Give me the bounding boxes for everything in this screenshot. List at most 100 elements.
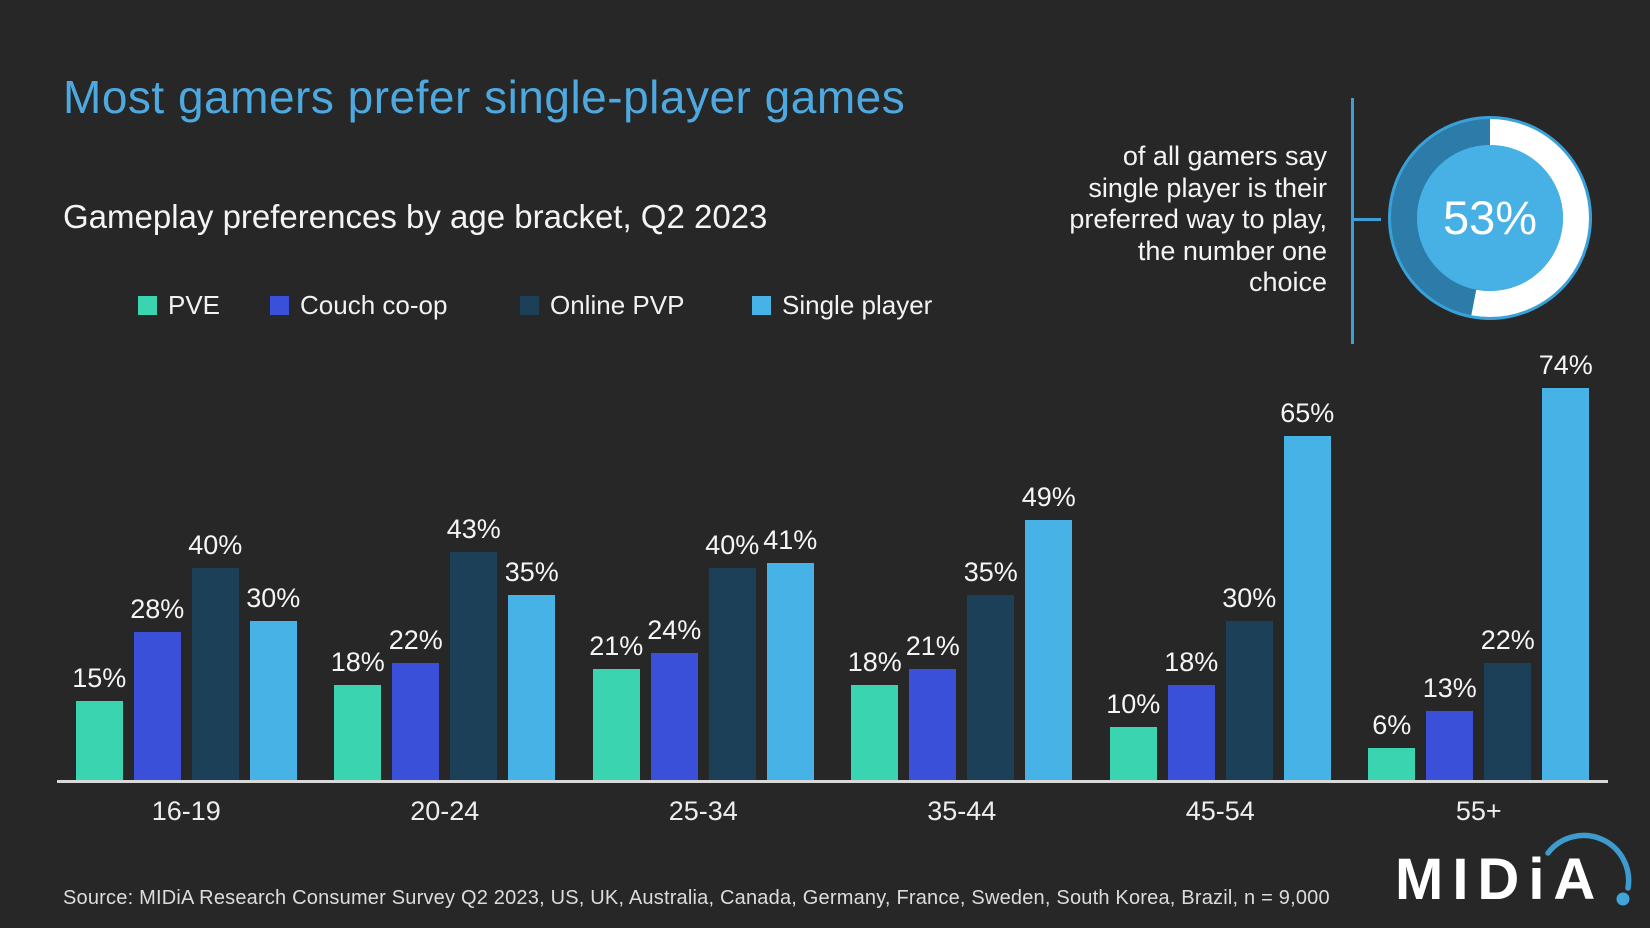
bar-column: 43% — [447, 514, 501, 780]
legend-item-online-pvp: Online PVP — [520, 290, 684, 321]
bar-single-player — [249, 621, 297, 780]
callout-connector-tick — [1351, 218, 1381, 221]
bar-couch-co-op — [133, 631, 181, 780]
donut-center-disc — [1417, 145, 1563, 291]
x-axis-category-labels: 16-19 20-24 25-34 35-44 45-54 55+ — [57, 796, 1608, 827]
bar-group-35-44: 18% 21% 35% 49% — [848, 482, 1076, 780]
bar-value-label: 18% — [847, 646, 902, 677]
legend-swatch-pve — [138, 296, 157, 315]
x-axis-label: 45-54 — [1185, 796, 1255, 826]
bar-couch-co-op — [1426, 711, 1474, 780]
bar-single-player — [1025, 520, 1073, 780]
bar-column: 21% — [589, 631, 643, 780]
bar-value-label: 24% — [647, 614, 702, 645]
bar-value-label: 22% — [388, 625, 443, 656]
x-axis-label: 35-44 — [927, 796, 997, 826]
bar-single-player — [1283, 435, 1331, 780]
bar-column: 6% — [1368, 710, 1416, 780]
bar-column: 18% — [1164, 647, 1218, 780]
callout-line-2: single player is their — [1088, 172, 1327, 203]
bar-value-label: 6% — [1372, 710, 1412, 741]
legend-swatch-online-pvp — [520, 296, 539, 315]
midia-logo: MIDiA — [1395, 832, 1645, 928]
bar-value-label: 35% — [963, 556, 1018, 587]
bar-value-label: 35% — [504, 556, 559, 587]
bar-column: 40% — [705, 530, 759, 780]
bar-value-label: 15% — [72, 662, 127, 693]
bar-value-label: 49% — [1021, 482, 1076, 513]
bar-value-label: 21% — [905, 630, 960, 661]
legend-label-online-pvp: Online PVP — [550, 290, 685, 320]
bar-column: 35% — [964, 557, 1018, 780]
bar-column: 24% — [647, 615, 701, 780]
bar-pve — [1109, 727, 1157, 780]
legend-swatch-single-player — [752, 296, 771, 315]
x-axis-label: 25-34 — [668, 796, 738, 826]
bar-single-player — [508, 594, 556, 780]
bar-column: 30% — [246, 583, 300, 780]
legend-label-couch-co-op: Couch co-op — [300, 290, 448, 320]
midia-logo-text: MIDiA — [1395, 847, 1605, 912]
bar-group-20-24: 18% 22% 43% 35% — [331, 514, 559, 780]
bar-online-pvp — [1225, 621, 1273, 780]
bar-column: 28% — [130, 594, 184, 780]
bar-column: 21% — [906, 631, 960, 780]
legend-item-single-player: Single player — [752, 290, 932, 321]
bar-column: 18% — [848, 647, 902, 780]
bar-column: 65% — [1280, 398, 1334, 780]
bar-online-pvp — [191, 568, 239, 780]
bar-group-25-34: 21% 24% 40% 41% — [589, 525, 817, 780]
bar-pve — [1368, 748, 1416, 780]
bar-couch-co-op — [392, 663, 440, 780]
source-note: Source: MIDiA Research Consumer Survey Q… — [63, 887, 1330, 909]
bar-value-label: 21% — [589, 630, 644, 661]
bar-column: 13% — [1423, 673, 1477, 780]
bar-online-pvp — [1484, 663, 1532, 780]
page-title: Most gamers prefer single-player games — [63, 71, 906, 123]
bar-couch-co-op — [909, 668, 957, 780]
bar-pve — [851, 684, 899, 780]
legend-item-pve: PVE — [138, 290, 220, 321]
bar-column: 22% — [389, 625, 443, 780]
legend-label-pve: PVE — [168, 290, 221, 320]
bar-column: 15% — [72, 663, 126, 780]
bar-group-55+: 6% 13% 22% 74% — [1368, 350, 1593, 780]
bar-column: 18% — [331, 647, 385, 780]
callout-divider-line — [1351, 98, 1354, 344]
bar-value-label: 22% — [1480, 625, 1535, 656]
bar-column: 41% — [763, 525, 817, 780]
donut-callout-text: of all gamers say single player is their… — [1069, 141, 1327, 299]
callout-line-1: of all gamers say — [1122, 141, 1327, 171]
bar-value-label: 74% — [1538, 349, 1593, 380]
bar-value-label: 30% — [1222, 583, 1277, 613]
bar-online-pvp — [708, 568, 756, 780]
donut-value-label: 53% — [1443, 191, 1537, 244]
midia-logo-arc-icon — [1545, 832, 1632, 906]
bar-value-label: 43% — [446, 514, 501, 545]
bar-value-label: 30% — [246, 583, 301, 613]
bar-column: 35% — [505, 557, 559, 780]
bar-column: 22% — [1481, 625, 1535, 780]
bar-single-player — [766, 562, 814, 780]
bar-value-label: 18% — [1164, 646, 1219, 677]
x-axis-label: 55+ — [1455, 796, 1502, 826]
callout-line-5: choice — [1248, 267, 1327, 297]
x-axis-label: 16-19 — [151, 796, 221, 826]
bar-group-45-54: 10% 18% 30% 65% — [1106, 398, 1334, 780]
bar-value-label: 10% — [1106, 689, 1161, 719]
legend-label-single-player: Single player — [782, 290, 933, 320]
callout-line-4: the number one — [1137, 235, 1327, 266]
x-axis-label: 20-24 — [410, 796, 480, 826]
bar-pve — [75, 700, 123, 780]
bar-value-label: 13% — [1422, 673, 1477, 704]
bar-value-label: 18% — [330, 646, 385, 677]
bar-single-player — [1542, 387, 1590, 780]
bar-column: 49% — [1022, 482, 1076, 780]
bar-value-label: 40% — [705, 530, 760, 560]
bar-value-label: 65% — [1280, 397, 1335, 428]
bar-pve — [592, 668, 640, 780]
legend-swatch-couch-co-op — [270, 296, 289, 315]
bar-column: 10% — [1106, 689, 1160, 780]
bar-column: 30% — [1222, 583, 1276, 780]
